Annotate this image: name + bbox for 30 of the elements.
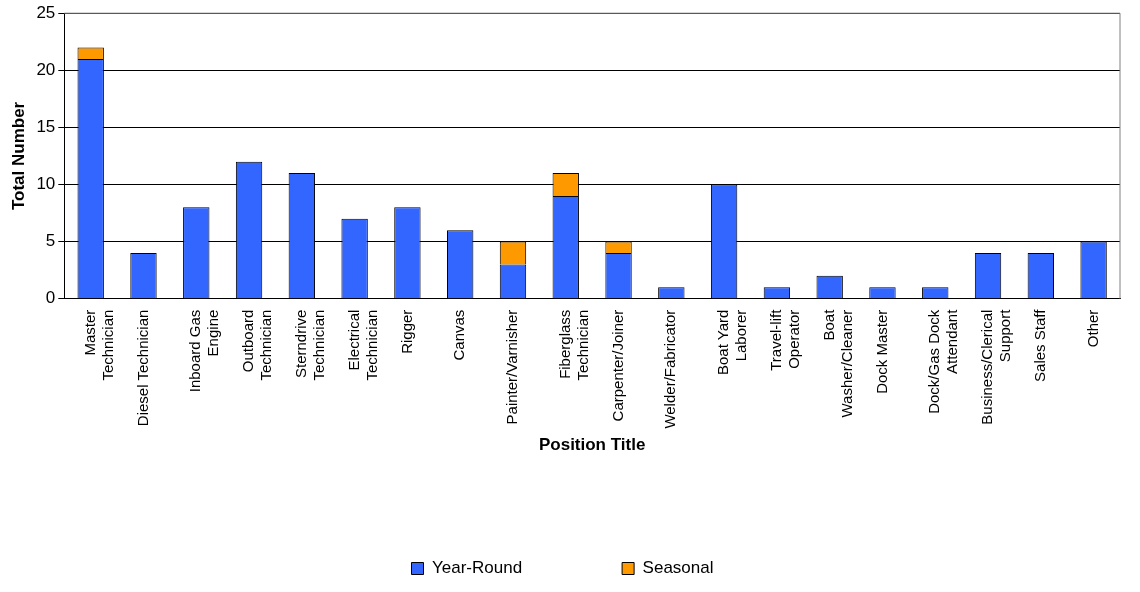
x-tick-label: Diesel Technician <box>133 309 151 427</box>
y-tick-label: 5 <box>45 231 56 251</box>
legend-label: Year-Round <box>432 558 523 578</box>
x-tick-label: Electrical Technician <box>344 309 380 381</box>
y-tick-label: 10 <box>36 174 56 194</box>
y-tick-label: 15 <box>36 117 56 137</box>
x-tick-label: Rigger <box>397 309 415 354</box>
x-tick-label: Business/Clerical Support <box>978 308 1014 425</box>
x-axis-title: Position Title <box>538 435 646 455</box>
x-tick-label: Sterndrive Technician <box>291 309 327 381</box>
x-tick-label: Master Technician <box>80 309 116 381</box>
y-tick-label: 25 <box>36 2 56 22</box>
x-tick-label: Outboard Technician <box>239 309 275 381</box>
x-tick-label: Boat Yard Laborer <box>714 309 750 375</box>
y-axis-title: Total Number <box>8 101 28 211</box>
legend-label: Seasonal <box>642 558 714 578</box>
x-tick-label: Dock Master <box>872 309 890 394</box>
x-tick-label: Travel-lift Operator <box>767 308 803 371</box>
x-tick-label: Boat Washer/Cleaner <box>819 308 855 418</box>
y-tick-label: 20 <box>36 59 56 79</box>
y-tick-label: 0 <box>45 288 56 308</box>
x-tick-label: Welder/Fabricator <box>661 309 679 429</box>
x-tick-label: Fiberglass Technician <box>555 309 591 381</box>
x-tick-label: Carpenter/Joiner <box>608 309 626 422</box>
x-tick-label: Sales Staff <box>1030 308 1048 382</box>
x-tick-label: Painter/Varnisher <box>503 309 521 425</box>
x-tick-label: Canvas <box>450 309 468 361</box>
x-tick-label: Dock/Gas Dock Attendant <box>925 308 961 414</box>
x-tick-label: Other <box>1083 309 1101 348</box>
x-tick-label: Inboard Gas Engine <box>186 309 222 393</box>
